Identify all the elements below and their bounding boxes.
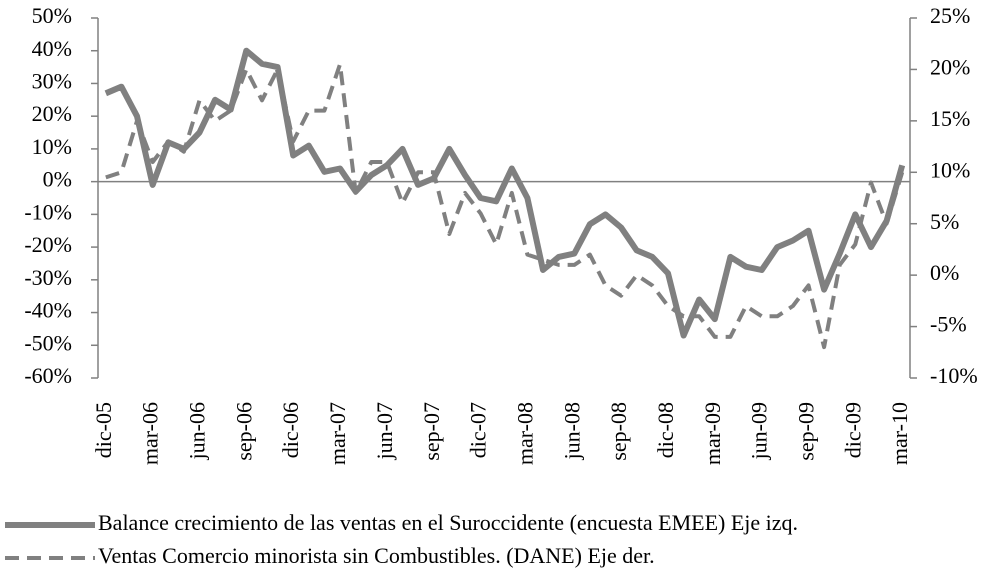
x-tick-label: dic-05 [91,402,116,458]
y-tick-label: -30% [24,265,72,290]
y2-tick-label: -10% [930,363,978,388]
series-line [104,47,906,339]
y2-tick-label: 10% [930,157,970,182]
x-tick-label: jun-09 [747,402,772,460]
y2-tick-label: -5% [930,312,967,337]
y2-tick-label: 5% [930,209,959,234]
y-tick-label: 40% [32,36,72,61]
x-tick-label: dic-06 [278,402,303,458]
x-tick-label: mar-06 [138,402,163,465]
y-tick-label: 20% [32,101,72,126]
x-tick-label: jun-07 [372,402,397,460]
x-tick-label: mar-08 [512,402,537,465]
x-tick-label: sep-09 [794,402,819,461]
x-tick-label: mar-09 [700,402,725,465]
x-tick-label: mar-10 [887,402,912,465]
y2-tick-label: 0% [930,260,959,285]
x-tick-label: dic-08 [653,402,678,458]
y2-tick-label: 15% [930,106,970,131]
y-tick-label: -20% [24,232,72,257]
x-tick-label: dic-09 [840,402,865,458]
y-tick-label: -60% [24,363,72,388]
y-tick-label: 50% [32,3,72,28]
y2-tick-label: 25% [930,3,970,28]
x-tick-label: dic-07 [466,402,491,458]
x-tick-label: sep-07 [419,402,444,461]
legend-label: Ventas Comercio minorista sin Combustibl… [98,543,655,568]
y-tick-label: 0% [43,167,72,192]
y-tick-label: -40% [24,298,72,323]
y-tick-label: 10% [32,134,72,159]
x-tick-label: mar-07 [325,402,350,465]
y-tick-label: 30% [32,69,72,94]
x-tick-label: jun-06 [185,402,210,460]
legend-label: Balance crecimiento de las ventas en el … [98,510,798,535]
y2-tick-label: 20% [930,54,970,79]
x-tick-label: sep-06 [231,402,256,461]
x-tick-label: sep-08 [606,402,631,461]
x-tick-label: jun-08 [559,402,584,460]
y-tick-label: -50% [24,330,72,355]
y-tick-label: -10% [24,199,72,224]
